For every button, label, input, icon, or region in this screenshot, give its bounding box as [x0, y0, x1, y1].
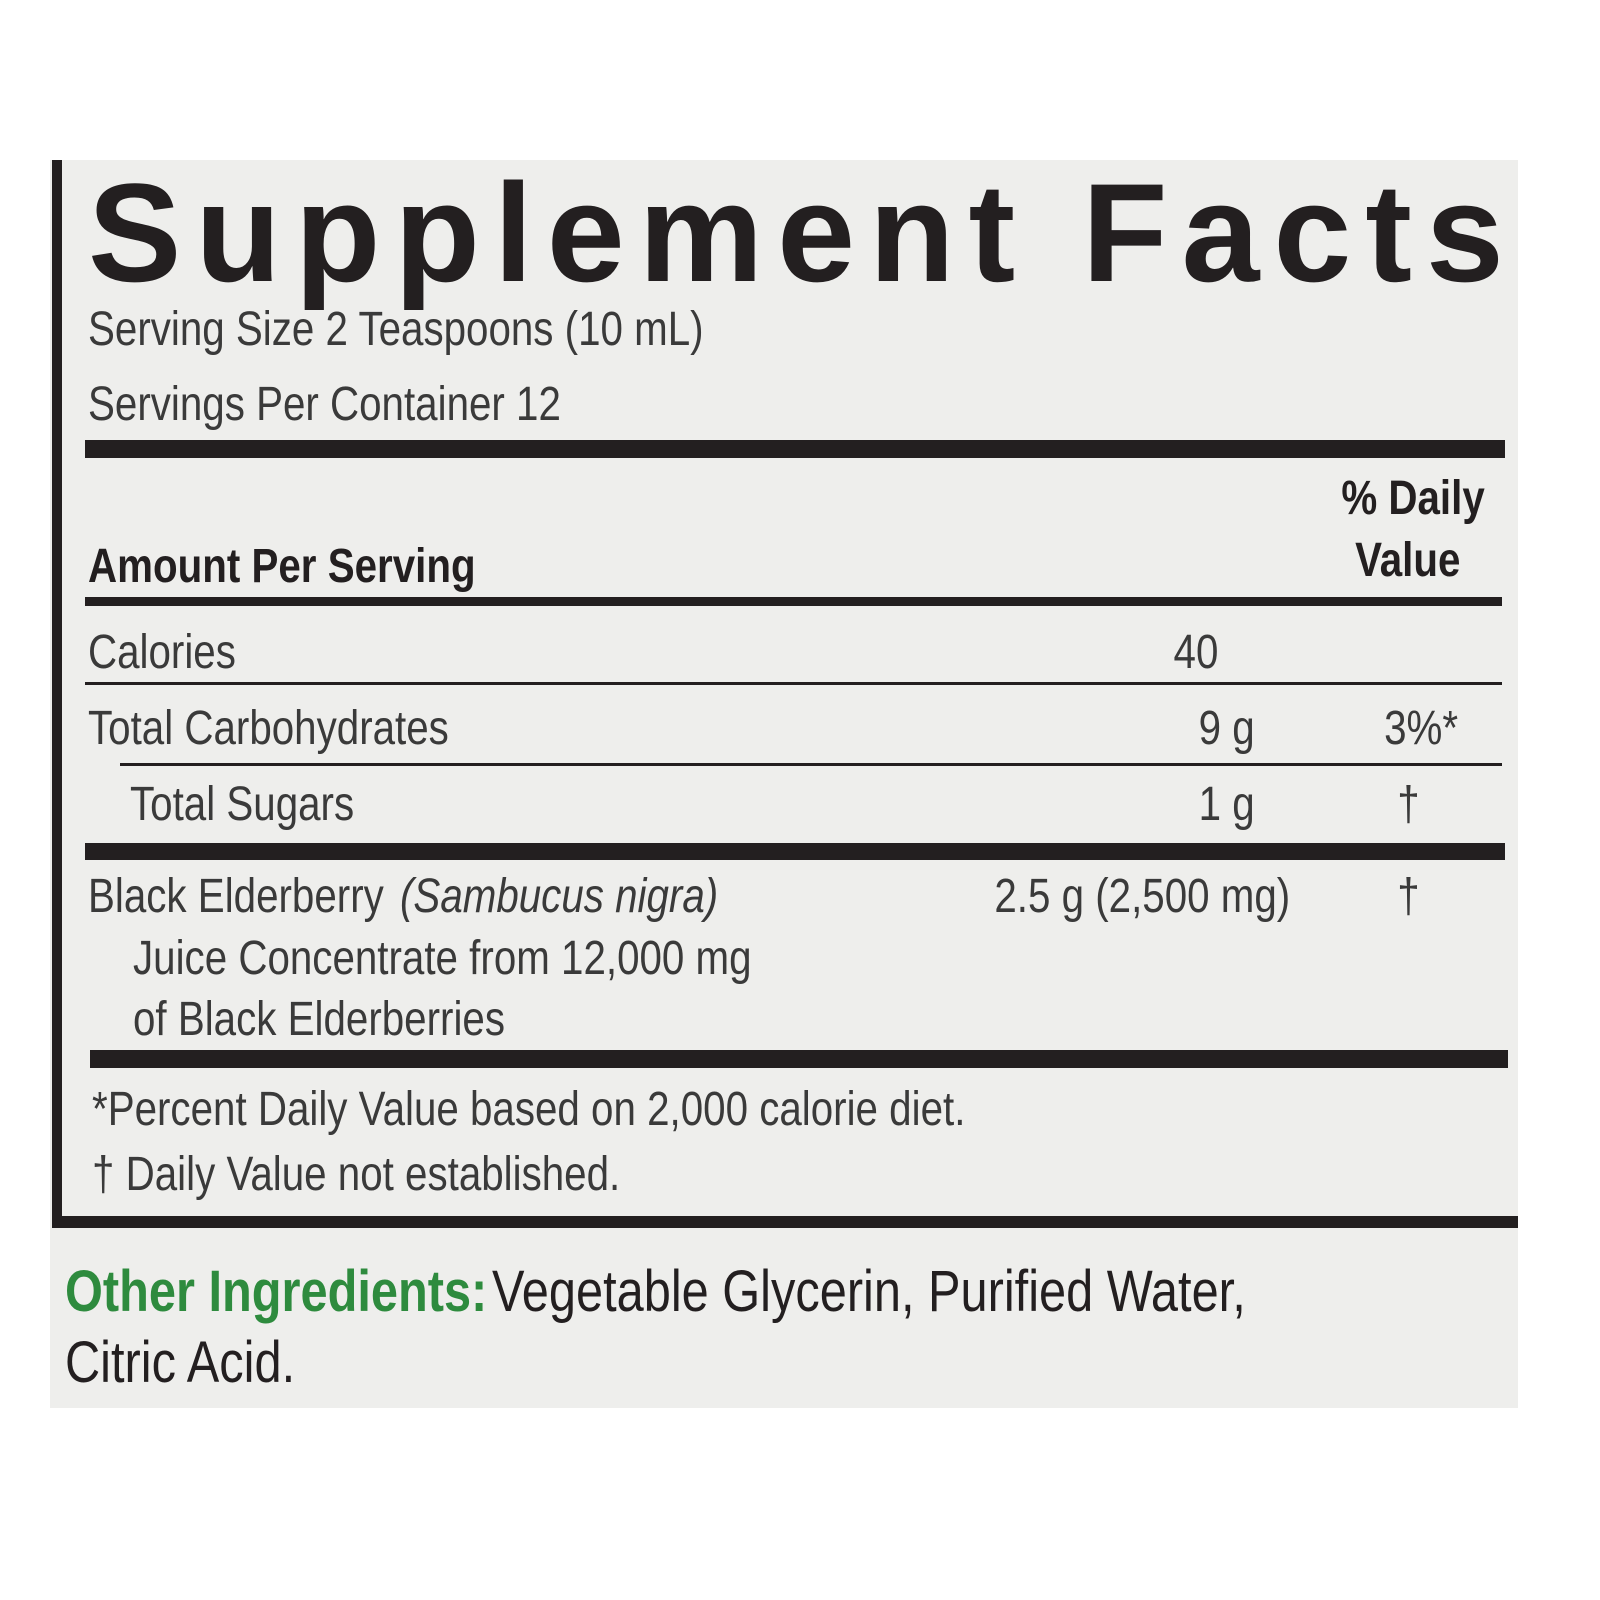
daily-value-header: % Daily [1341, 472, 1485, 525]
page-title: Supplement Facts [88, 154, 1518, 311]
other-ingredients-line2: Citric Acid. [65, 1330, 296, 1395]
daily-value-header-2: Value [1354, 534, 1460, 587]
row-elderberry-line3: of Black Elderberries [133, 993, 506, 1046]
footnote-percent: *Percent Daily Value based on 2,000 calo… [92, 1083, 966, 1136]
thick-divider [90, 1050, 1508, 1068]
elderberry-latin: (Sambucus nigra) [400, 870, 719, 923]
row-elderberry-dv: † [1397, 870, 1420, 923]
footnote-dagger: † Daily Value not established. [92, 1148, 621, 1201]
row-carbs-amount: 9 g [1198, 702, 1255, 755]
thin-divider [85, 682, 1502, 685]
other-ingredients-line1: Vegetable Glycerin, Purified Water, [492, 1259, 1246, 1324]
row-calories-amount: 40 [1173, 626, 1218, 679]
row-carbs-name: Total Carbohydrates [88, 702, 449, 755]
servings-per-container: Servings Per Container 12 [88, 378, 561, 431]
row-carbs-dv: 3%* [1384, 702, 1458, 755]
elderberry-name: Black Elderberry [88, 870, 384, 923]
label-panel [50, 160, 1518, 1408]
row-sugars-name: Total Sugars [130, 778, 355, 831]
row-elderberry-line2: Juice Concentrate from 12,000 mg [133, 932, 752, 985]
thick-divider [85, 843, 1505, 860]
other-ingredients-label: Other Ingredients: [65, 1259, 488, 1324]
box-bottom-border [52, 1216, 1518, 1228]
row-sugars-dv: † [1397, 778, 1420, 831]
row-sugars-amount: 1 g [1198, 778, 1255, 831]
row-calories-name: Calories [88, 626, 236, 679]
serving-size: Serving Size 2 Teaspoons (10 mL) [88, 303, 704, 356]
box-left-border [52, 160, 62, 1228]
thin-divider [120, 763, 1502, 766]
row-elderberry-amount: 2.5 g (2,500 mg) [994, 870, 1290, 923]
thick-divider [85, 440, 1505, 458]
amount-per-serving-header: Amount Per Serving [88, 540, 476, 593]
medium-divider [85, 597, 1502, 606]
